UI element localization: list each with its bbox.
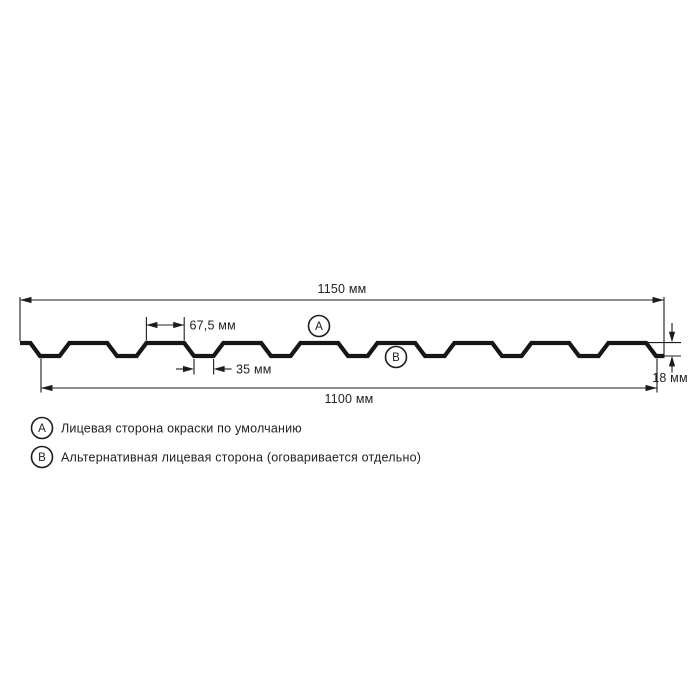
legend-label-b: Альтернативная лицевая сторона (оговарив… <box>61 451 421 465</box>
marker-a-circle <box>307 314 331 338</box>
marker-b-circle <box>384 345 408 369</box>
dim-arrow-left <box>20 296 32 304</box>
marker-a-letter: A <box>315 321 323 333</box>
dim-arrow-right <box>173 321 185 329</box>
dim-valley-width: 35 мм <box>176 359 272 377</box>
legend-marker-b-circle <box>30 445 54 469</box>
dim-arrow-left <box>41 384 53 392</box>
dim-working-width: 1100 мм <box>40 358 658 406</box>
dim-arrow-left <box>146 321 158 329</box>
legend-item-b: B Альтернативная лицевая сторона (оговар… <box>30 445 421 469</box>
marker-a: A <box>307 314 331 338</box>
dim-profile-height: 18 мм <box>646 323 688 385</box>
dim-arrow-down <box>668 331 676 343</box>
dim-arrow-up <box>668 355 676 367</box>
profile-sheet-outline <box>20 340 665 359</box>
legend-marker-a-circle <box>30 416 54 440</box>
legend-label-a: Лицевая сторона окраски по умолчанию <box>61 422 302 436</box>
dim-arrow-left <box>183 365 194 373</box>
dim-overall-width: 1150 мм <box>19 282 665 355</box>
marker-b-letter: B <box>392 352 400 364</box>
dim-label-profile-height: 18 мм <box>652 371 688 385</box>
dim-label-working-width: 1100 мм <box>325 392 374 406</box>
dim-arrow-right <box>652 296 664 304</box>
dim-label-overall-width: 1150 мм <box>318 282 367 296</box>
marker-b: B <box>384 345 408 369</box>
dim-arrow-right <box>645 384 657 392</box>
legend-marker-b-letter: B <box>38 452 46 464</box>
dim-label-valley-width: 35 мм <box>236 363 272 377</box>
dim-crest-width: 67,5 мм <box>145 317 236 341</box>
dim-arrow-right <box>213 365 225 373</box>
legend: A Лицевая сторона окраски по умолчанию B… <box>30 416 421 469</box>
legend-marker-a-letter: A <box>38 423 46 435</box>
legend-item-a: A Лицевая сторона окраски по умолчанию <box>30 416 302 440</box>
dim-label-crest-width: 67,5 мм <box>190 319 236 333</box>
